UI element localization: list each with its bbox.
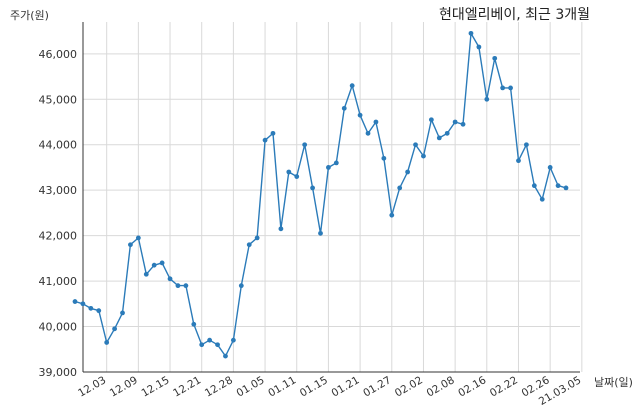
price-point <box>175 283 181 289</box>
price-point <box>286 169 292 175</box>
x-tick-label: 01.05 <box>235 374 267 399</box>
price-point <box>238 283 244 289</box>
price-point <box>428 117 434 123</box>
price-point <box>452 119 458 125</box>
price-point <box>389 212 395 218</box>
price-point <box>318 230 323 236</box>
y-tick-label: 40,000 <box>39 321 78 334</box>
price-point <box>104 340 110 345</box>
price-point <box>444 130 450 136</box>
x-tick-label: 01.11 <box>266 374 298 399</box>
y-tick-label: 44,000 <box>39 139 78 152</box>
price-point <box>207 337 213 343</box>
price-point <box>531 183 537 189</box>
price-point <box>555 183 561 189</box>
price-line <box>74 32 567 357</box>
price-point <box>436 135 442 141</box>
price-point <box>72 299 78 304</box>
price-point <box>246 242 252 248</box>
price-point <box>128 242 133 248</box>
price-point <box>302 142 308 148</box>
price-point <box>492 55 498 61</box>
price-point <box>468 30 474 36</box>
price-point <box>341 105 347 111</box>
x-tick-label: 12.15 <box>139 374 171 399</box>
y-axis-label: 주가(원) <box>10 9 49 22</box>
price-point <box>270 130 276 136</box>
price-point <box>333 160 339 166</box>
price-point <box>460 121 466 127</box>
price-point <box>294 174 300 179</box>
price-point <box>151 262 157 268</box>
price-point <box>262 137 268 143</box>
x-axis-label: 날짜(일) <box>594 375 633 389</box>
price-point <box>365 130 371 136</box>
price-point <box>421 153 426 159</box>
price-point <box>349 83 355 89</box>
price-point <box>357 112 363 118</box>
price-point <box>167 276 173 282</box>
price-point <box>413 142 418 148</box>
chart-title: 현대엘리베이, 최근 3개월 <box>439 7 590 23</box>
x-tick-label: 12.09 <box>108 374 140 399</box>
x-tick-label: 12.28 <box>203 374 235 399</box>
price-point <box>191 321 197 327</box>
price-point <box>508 85 513 91</box>
x-tick-label: 02.08 <box>425 374 457 399</box>
price-point <box>112 326 117 332</box>
price-point <box>563 185 569 191</box>
x-tick-label: 01.27 <box>361 374 393 399</box>
price-point <box>135 235 141 241</box>
series-layer <box>72 30 569 359</box>
price-point <box>405 169 411 175</box>
y-tick-label: 41,000 <box>39 275 78 288</box>
price-point <box>310 185 315 191</box>
price-point <box>120 310 125 316</box>
price-point <box>516 158 521 164</box>
price-point <box>524 142 529 148</box>
price-point <box>381 155 387 161</box>
price-point <box>223 353 228 359</box>
y-tick-label: 39,000 <box>39 366 78 379</box>
y-tick-label: 45,000 <box>39 93 78 106</box>
price-point <box>539 196 545 202</box>
price-point <box>500 85 506 91</box>
price-point <box>96 308 102 314</box>
y-tick-label: 46,000 <box>39 48 78 61</box>
x-tick-label: 12.03 <box>76 374 108 399</box>
price-point <box>88 305 94 311</box>
x-tick-label: 02.22 <box>488 374 520 399</box>
price-point <box>326 165 331 170</box>
grid-layer <box>83 22 583 373</box>
price-point <box>547 165 553 170</box>
axis-layer: 39,000 40,000 41,000 42,000 43,000 44,000 45,0… <box>39 22 583 408</box>
price-point <box>183 283 189 289</box>
x-tick-label: 02.16 <box>456 374 488 400</box>
price-point <box>215 342 220 348</box>
price-point <box>484 96 490 102</box>
price-point <box>80 301 86 307</box>
price-point <box>159 260 165 266</box>
y-tick-label: 42,000 <box>39 230 78 243</box>
price-point <box>397 185 403 191</box>
price-point <box>143 271 149 277</box>
x-tick-label: 12.21 <box>171 374 203 399</box>
price-point <box>373 119 379 125</box>
price-point <box>278 226 284 232</box>
x-tick-label: 02.02 <box>393 374 425 399</box>
x-tick-label: 01.21 <box>330 374 362 399</box>
y-tick-label: 43,000 <box>39 184 78 197</box>
price-point <box>199 342 205 348</box>
price-point <box>254 235 260 241</box>
x-tick-label: 01.15 <box>298 374 330 399</box>
price-point <box>476 44 482 50</box>
price-point <box>230 337 236 343</box>
